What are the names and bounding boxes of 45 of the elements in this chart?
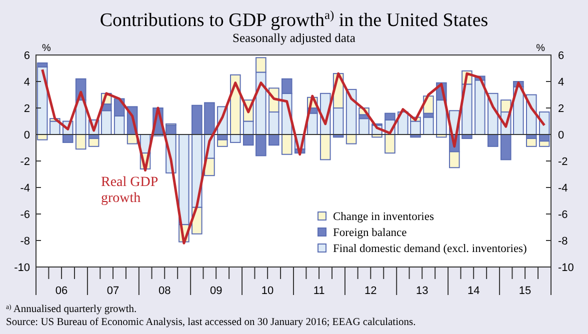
y2-tick-label: -4: [558, 182, 568, 194]
y-tick-label: -8: [20, 236, 30, 248]
line-series: [41, 68, 546, 244]
y-axis-title: %: [42, 43, 51, 54]
chart-subtitle: Seasonally adjusted data: [232, 31, 356, 45]
y2-tick-label: 6: [558, 50, 564, 62]
x-tick-label: 15: [518, 285, 532, 297]
x-tick-label: 09: [210, 285, 222, 297]
y2-tick-label: -6: [558, 209, 568, 221]
bar: [474, 80, 486, 135]
legend-label: Foreign balance: [333, 227, 407, 239]
x-tick-label: 13: [416, 285, 428, 297]
source-note: Source: US Bureau of Economic Analysis, last accessed on 30 January 2016; EEAG calculations.: [6, 317, 416, 328]
x-tick-label: 07: [106, 285, 120, 297]
bar: [88, 138, 100, 147]
x-tick-label: 06: [55, 285, 68, 297]
y-tick-label: -10: [14, 262, 30, 274]
y-tick-label: 0: [24, 130, 30, 142]
legend-label: Change in inventories: [333, 211, 434, 223]
y2-axis-title: %: [536, 43, 546, 54]
y2-tick-label: -8: [558, 236, 568, 248]
y-tick-label: -4: [20, 182, 30, 194]
y-tick-label: 4: [24, 76, 30, 88]
x-tick-label: 14: [467, 285, 480, 297]
y-tick-label: -6: [20, 209, 30, 221]
y2-tick-label: 4: [558, 76, 564, 88]
chart-title: Contributions to GDP growth$^{a)}$ in the United States: [100, 8, 488, 31]
bar: [423, 116, 434, 135]
x-tick-label: 08: [158, 285, 171, 297]
x-tick-label: 11: [313, 285, 325, 297]
series-label: Real GDP growth: [101, 175, 158, 206]
y2-tick-label: -10: [558, 262, 574, 274]
bar: [217, 139, 228, 147]
y-tick-label: 2: [24, 103, 30, 115]
y2-tick-label: -2: [558, 156, 568, 168]
bar: [358, 118, 370, 135]
bar: [526, 138, 537, 147]
text: $^{a)}$ Annualised quarterly growth.: [6, 304, 137, 315]
legend-label: Final domestic demand (excl. inventories): [333, 243, 528, 255]
y-tick-label: 6: [24, 50, 30, 62]
x-tick-label: 12: [364, 285, 377, 297]
x-tick-label: 10: [261, 285, 274, 297]
y2-tick-label: 0: [558, 130, 564, 142]
y-tick-label: -2: [20, 156, 30, 168]
y2-tick-label: 2: [558, 103, 564, 115]
